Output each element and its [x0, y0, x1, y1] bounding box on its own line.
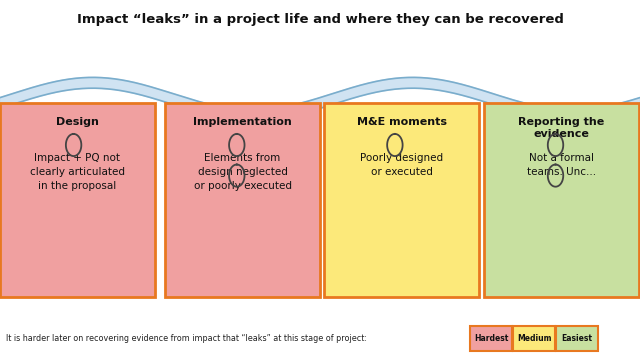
FancyBboxPatch shape — [165, 103, 320, 297]
FancyBboxPatch shape — [470, 326, 512, 351]
FancyBboxPatch shape — [324, 103, 479, 297]
FancyBboxPatch shape — [0, 103, 155, 297]
FancyBboxPatch shape — [513, 326, 555, 351]
Text: Impact “leaks” in a project life and where they can be recovered: Impact “leaks” in a project life and whe… — [77, 13, 563, 26]
Text: Hardest: Hardest — [474, 334, 508, 343]
Text: Design: Design — [56, 117, 99, 127]
FancyBboxPatch shape — [484, 103, 639, 297]
Text: Elements from
design neglected
or poorly executed: Elements from design neglected or poorly… — [193, 153, 292, 191]
Text: Implementation: Implementation — [193, 117, 292, 127]
Text: Not a formal
teams. Unc...: Not a formal teams. Unc... — [527, 153, 596, 177]
Text: It is harder later on recovering evidence from impact that “leaks” at this stage: It is harder later on recovering evidenc… — [6, 334, 367, 343]
FancyBboxPatch shape — [556, 326, 598, 351]
Text: Reporting the
evidence: Reporting the evidence — [518, 117, 604, 139]
Text: Impact + PQ not
clearly articulated
in the proposal: Impact + PQ not clearly articulated in t… — [30, 153, 125, 191]
Text: M&E moments: M&E moments — [357, 117, 447, 127]
Text: Easiest: Easiest — [561, 334, 593, 343]
Text: Medium: Medium — [517, 334, 551, 343]
Text: Poorly designed
or executed: Poorly designed or executed — [360, 153, 444, 177]
